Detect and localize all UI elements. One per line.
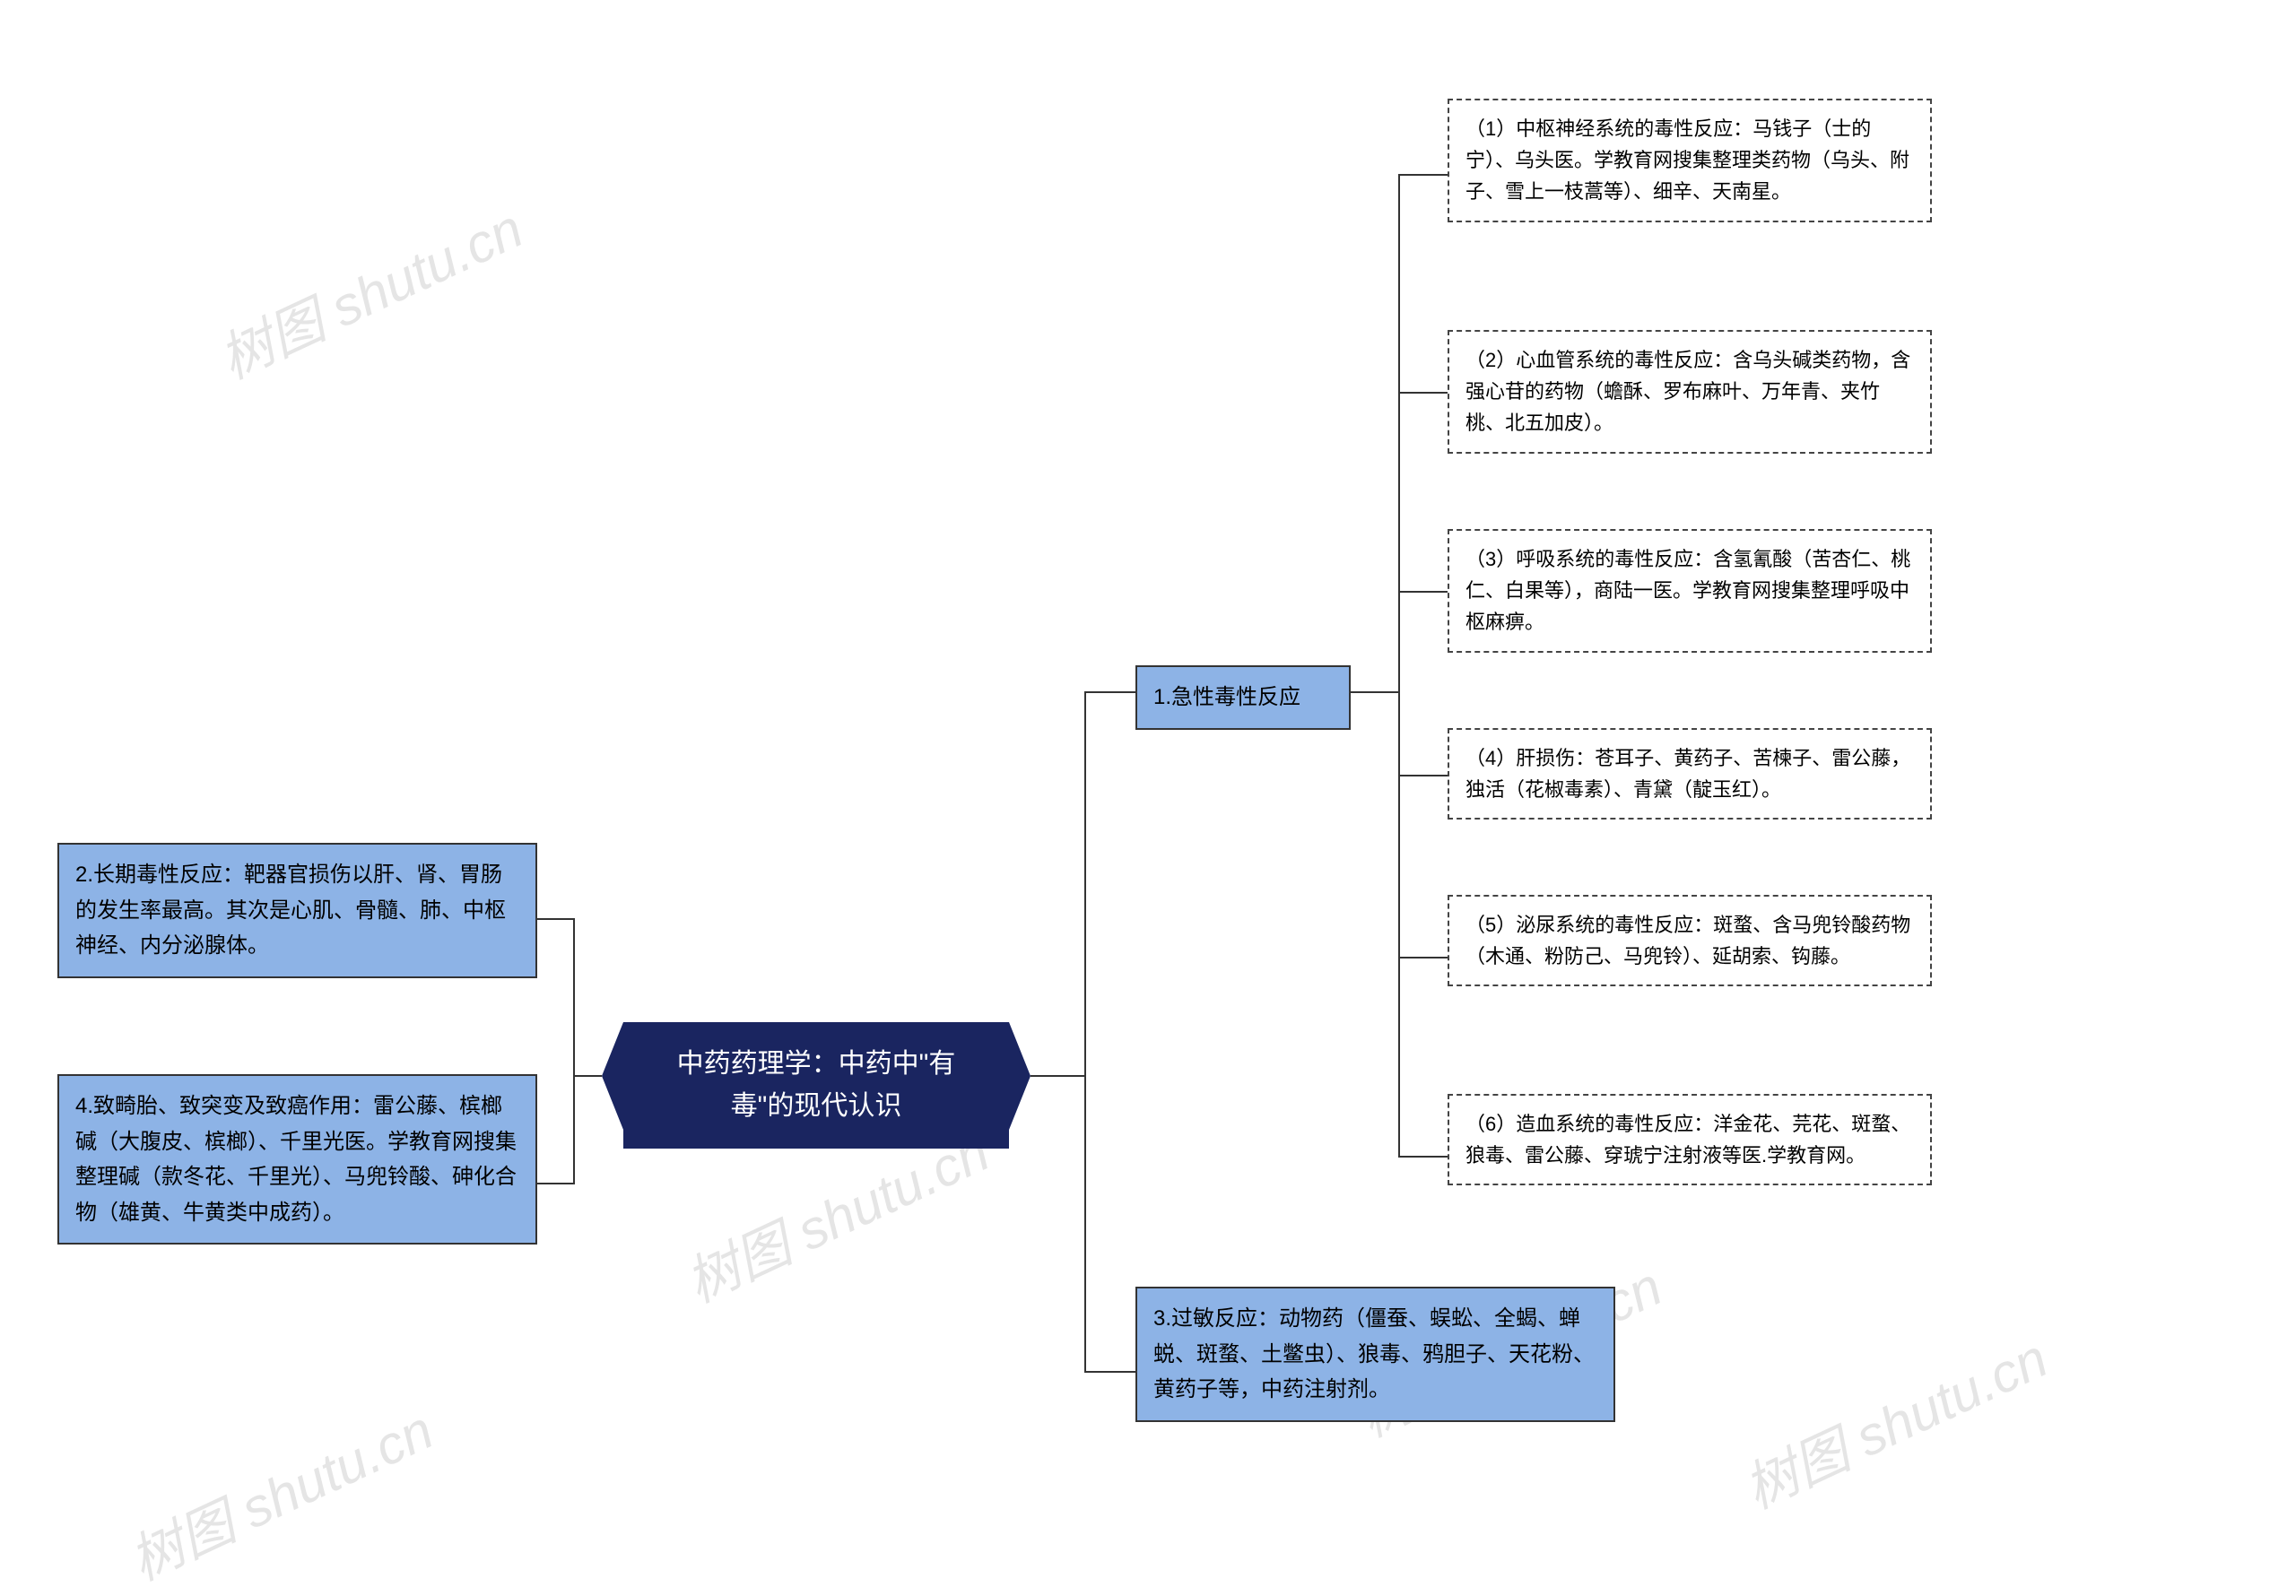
branch-node-3: 3.过敏反应：动物药（僵蚕、蜈蚣、全蝎、蝉蜕、斑蝥、土鳖虫）、狼毒、鸦胆子、天花…: [1135, 1287, 1615, 1422]
leaf-node-1-2: （2）心血管系统的毒性反应：含乌头碱类药物，含强心苷的药物（蟾酥、罗布麻叶、万年…: [1448, 330, 1932, 454]
leaf-node-1-1: （1）中枢神经系统的毒性反应：马钱子（士的宁）、乌头医。学教育网搜集整理类药物（…: [1448, 99, 1932, 222]
leaf-node-1-5: （5）泌尿系统的毒性反应：斑蝥、含马兜铃酸药物（木通、粉防己、马兜铃）、延胡索、…: [1448, 895, 1932, 986]
leaf-node-1-6: （6）造血系统的毒性反应：洋金花、芫花、斑蝥、狼毒、雷公藤、穿琥宁注射液等医.学…: [1448, 1094, 1932, 1185]
center-topic: 中药药理学：中药中"有毒"的现代认识: [623, 1022, 1009, 1149]
leaf-node-1-4: （4）肝损伤：苍耳子、黄药子、苦楝子、雷公藤，独活（花椒毒素）、青黛（靛玉红）。: [1448, 728, 1932, 820]
branch-node-4: 4.致畸胎、致突变及致癌作用：雷公藤、槟榔碱（大腹皮、槟榔）、千里光医。学教育网…: [57, 1074, 537, 1245]
watermark: 树图 shutu.cn: [1730, 1315, 2058, 1523]
leaf-node-1-3: （3）呼吸系统的毒性反应：含氢氰酸（苦杏仁、桃仁、白果等），商陆一医。学教育网搜…: [1448, 529, 1932, 653]
watermark: 树图 shutu.cn: [205, 186, 534, 394]
watermark: 树图 shutu.cn: [116, 1387, 444, 1595]
branch-node-1: 1.急性毒性反应: [1135, 665, 1351, 730]
branch-node-2: 2.长期毒性反应：靶器官损伤以肝、肾、胃肠的发生率最高。其次是心肌、骨髓、肺、中…: [57, 843, 537, 978]
mindmap-stage: 树图 shutu.cn 树图 shutu.cn 树图 shutu.cn 树图 s…: [0, 0, 2296, 1528]
